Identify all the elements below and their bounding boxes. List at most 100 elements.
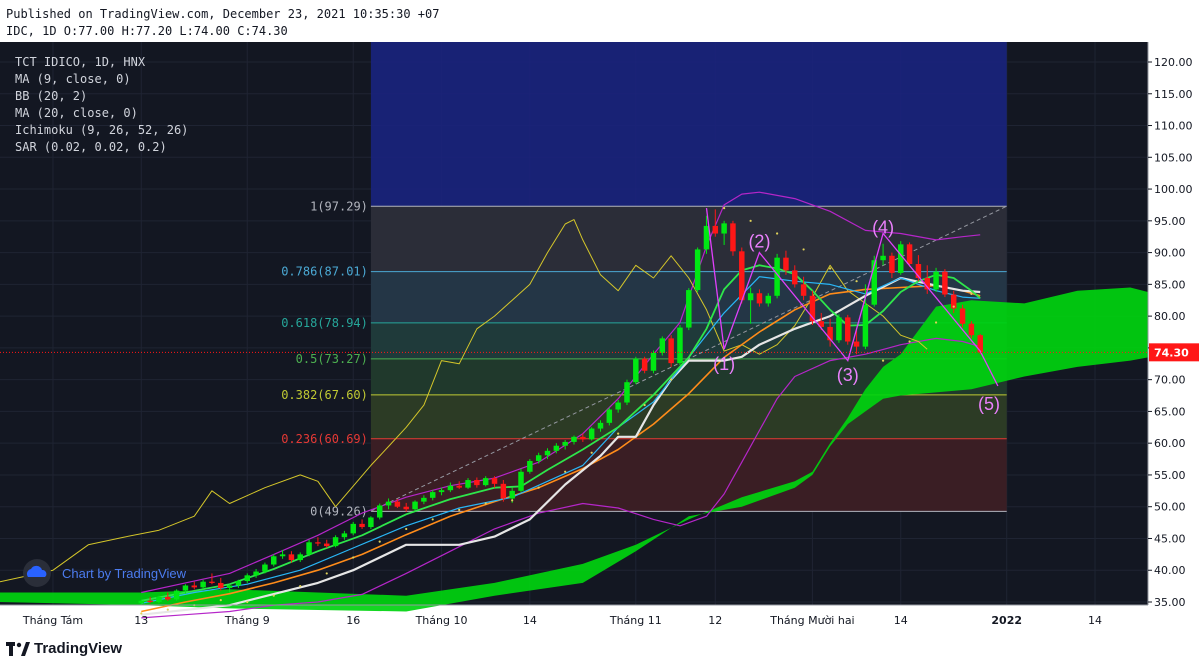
candle-body[interactable] xyxy=(694,249,701,291)
candle-body[interactable] xyxy=(686,290,692,328)
candle-body[interactable] xyxy=(156,596,162,603)
candle-body[interactable] xyxy=(421,497,427,502)
candle-body[interactable] xyxy=(535,455,542,461)
candle-body[interactable] xyxy=(474,480,480,486)
candle-body[interactable] xyxy=(359,523,365,528)
candle-body[interactable] xyxy=(182,585,189,591)
candle-body[interactable] xyxy=(482,478,489,486)
candle-body[interactable] xyxy=(315,542,321,544)
candle-body[interactable] xyxy=(800,284,807,296)
candles[interactable] xyxy=(138,209,983,606)
candle-body[interactable] xyxy=(809,295,816,322)
candle-body[interactable] xyxy=(341,533,348,538)
candle-body[interactable] xyxy=(429,492,436,498)
candle-body[interactable] xyxy=(588,428,595,440)
candle-body[interactable] xyxy=(271,556,277,565)
candle-body[interactable] xyxy=(218,582,224,589)
candle-body[interactable] xyxy=(403,506,409,510)
candle-body[interactable] xyxy=(173,590,180,600)
sar-dot xyxy=(723,207,726,210)
candle-body[interactable] xyxy=(447,485,454,491)
candle-body[interactable] xyxy=(235,581,242,586)
candle-body[interactable] xyxy=(571,436,577,442)
candle-body[interactable] xyxy=(756,293,763,304)
candle-body[interactable] xyxy=(394,501,401,507)
candle-body[interactable] xyxy=(597,422,604,429)
candle-body[interactable] xyxy=(712,225,719,234)
sar-dot xyxy=(802,248,805,251)
candle-body[interactable] xyxy=(580,436,586,440)
candle-body[interactable] xyxy=(677,327,683,364)
candle-body[interactable] xyxy=(527,460,533,472)
candle-body[interactable] xyxy=(668,338,674,364)
price-chart[interactable]: 1(97.29) 0.786(87.01) 0.618(78.94) 0.5(73.2… xyxy=(0,42,1199,633)
candle-body[interactable] xyxy=(200,581,206,588)
candle-body[interactable] xyxy=(959,308,966,324)
candle-body[interactable] xyxy=(624,382,630,403)
candle-body[interactable] xyxy=(262,564,268,572)
candle-body[interactable] xyxy=(845,317,851,342)
candle-body[interactable] xyxy=(933,271,939,290)
candle-body[interactable] xyxy=(783,257,789,271)
candle-body[interactable] xyxy=(880,255,886,261)
candle-body[interactable] xyxy=(924,278,930,290)
candle-body[interactable] xyxy=(500,483,507,499)
candle-body[interactable] xyxy=(950,294,957,309)
candle-body[interactable] xyxy=(553,445,560,451)
candle-body[interactable] xyxy=(898,244,904,273)
candle-body[interactable] xyxy=(827,326,833,341)
candle-body[interactable] xyxy=(977,335,983,353)
candle-body[interactable] xyxy=(562,441,568,446)
candle-body[interactable] xyxy=(659,338,666,353)
candle-body[interactable] xyxy=(606,409,613,423)
candle-body[interactable] xyxy=(376,505,383,518)
candle-body[interactable] xyxy=(721,223,727,234)
candle-body[interactable] xyxy=(544,450,551,456)
candle-body[interactable] xyxy=(818,321,824,327)
candle-body[interactable] xyxy=(491,478,498,484)
candle-body[interactable] xyxy=(650,352,657,371)
candle-body[interactable] xyxy=(774,257,780,296)
candle-body[interactable] xyxy=(633,358,639,383)
candle-body[interactable] xyxy=(915,264,922,279)
candle-body[interactable] xyxy=(279,554,286,557)
candle-body[interactable] xyxy=(853,341,860,347)
candle-body[interactable] xyxy=(739,251,745,301)
candle-body[interactable] xyxy=(836,317,842,341)
candle-body[interactable] xyxy=(942,271,948,295)
candle-body[interactable] xyxy=(368,517,374,528)
candle-body[interactable] xyxy=(615,402,621,410)
candle-body[interactable] xyxy=(306,542,312,555)
candle-body[interactable] xyxy=(792,270,798,285)
candle-body[interactable] xyxy=(509,490,515,499)
candle-body[interactable] xyxy=(889,255,895,273)
candle-body[interactable] xyxy=(765,295,772,304)
candle-body[interactable] xyxy=(138,600,145,604)
candle-body[interactable] xyxy=(165,596,171,600)
candle-body[interactable] xyxy=(297,554,303,561)
candle-body[interactable] xyxy=(253,571,259,576)
candle-body[interactable] xyxy=(730,223,736,252)
candle-body[interactable] xyxy=(226,585,233,589)
candle-body[interactable] xyxy=(332,537,339,547)
candle-body[interactable] xyxy=(438,490,445,493)
candle-body[interactable] xyxy=(641,358,648,371)
candle-body[interactable] xyxy=(324,543,330,547)
candle-body[interactable] xyxy=(871,260,877,305)
candle-body[interactable] xyxy=(906,244,913,265)
candle-body[interactable] xyxy=(747,293,754,301)
candle-body[interactable] xyxy=(465,480,471,488)
candle-body[interactable] xyxy=(209,581,215,583)
candle-body[interactable] xyxy=(456,485,462,488)
candle-body[interactable] xyxy=(412,501,418,510)
candle-body[interactable] xyxy=(147,600,153,603)
candle-body[interactable] xyxy=(350,523,356,534)
candle-body[interactable] xyxy=(518,471,524,491)
candle-body[interactable] xyxy=(191,585,198,588)
candle-body[interactable] xyxy=(703,225,710,250)
candle-body[interactable] xyxy=(288,554,295,561)
candle-body[interactable] xyxy=(244,575,250,582)
candle-body[interactable] xyxy=(968,323,975,336)
candle-body[interactable] xyxy=(385,501,392,506)
candle-body[interactable] xyxy=(862,304,869,347)
